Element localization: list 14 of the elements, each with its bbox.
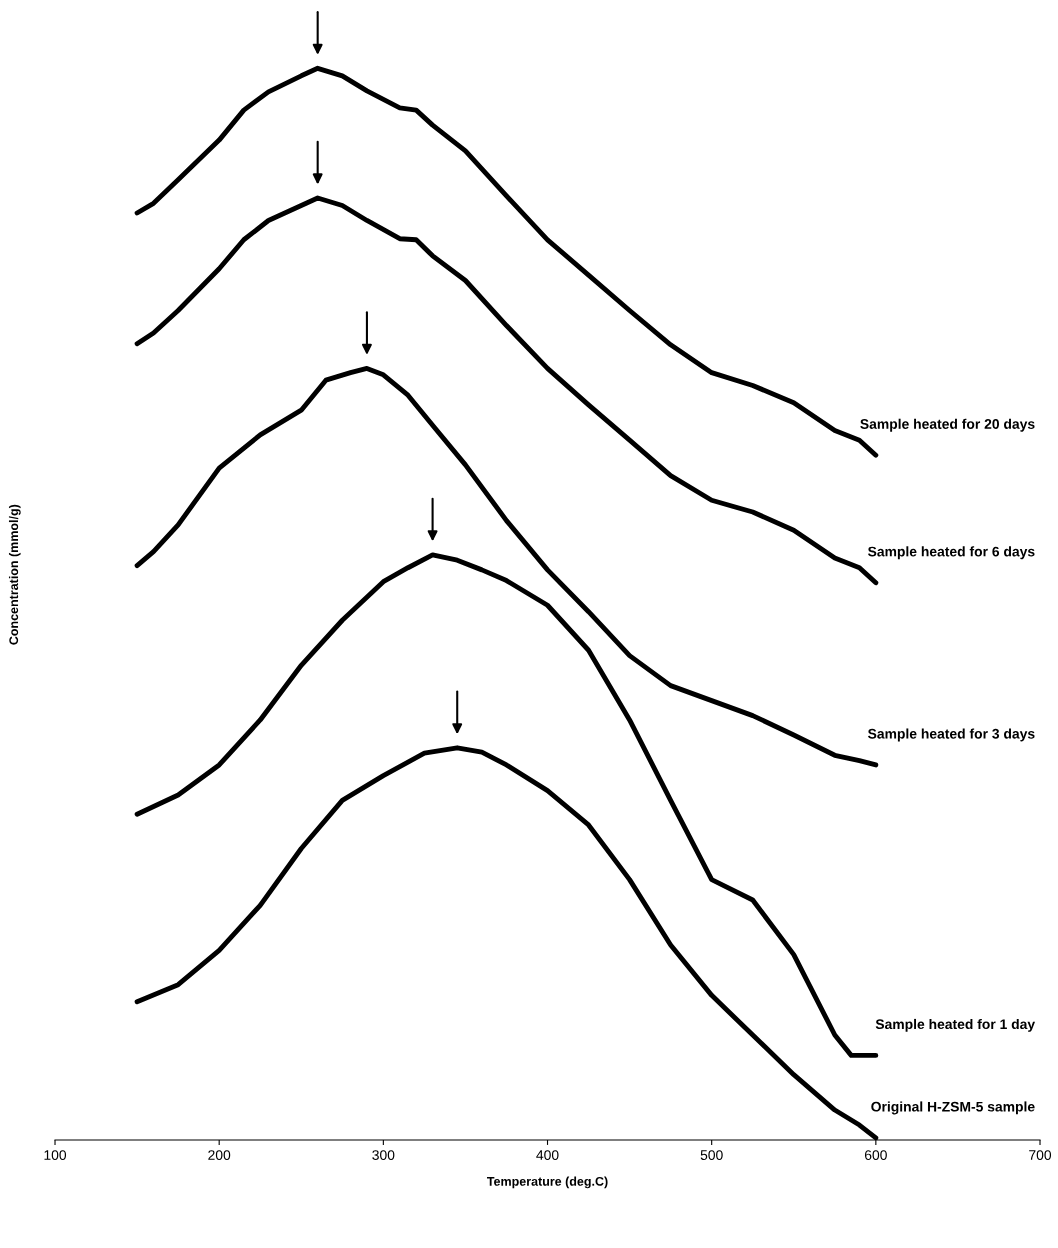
x-axis-title: Temperature (deg.C) xyxy=(487,1176,608,1189)
x-tick-label: 600 xyxy=(864,1150,887,1160)
x-tick-label: 300 xyxy=(372,1150,395,1160)
series-label: Sample heated for 20 days xyxy=(860,418,1035,432)
series-label: Sample heated for 6 days xyxy=(868,546,1035,560)
series-label: Sample heated for 3 days xyxy=(868,728,1035,742)
x-tick-label: 700 xyxy=(1029,1150,1052,1160)
x-tick-label: 200 xyxy=(208,1150,231,1160)
x-tick-label: 400 xyxy=(536,1150,559,1160)
x-tick-label: 100 xyxy=(44,1150,67,1160)
y-axis-title: Concentration (mmol/g) xyxy=(8,504,21,645)
series-label: Sample heated for 1 day xyxy=(875,1018,1036,1032)
x-tick-label: 500 xyxy=(700,1150,723,1160)
series-label: Original H-ZSM-5 sample xyxy=(871,1101,1035,1115)
